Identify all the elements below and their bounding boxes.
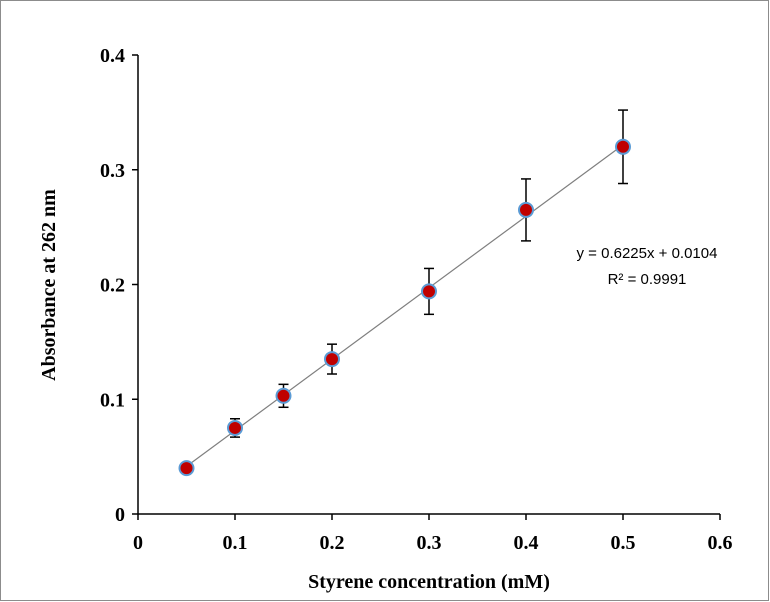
tick-labels: 0 0.1 0.2 0.3 0.4 0.5 0.6 0 0.1 0.2 0.3 0.4 xyxy=(100,45,733,554)
x-tick-label: 0.2 xyxy=(320,532,345,554)
trendline xyxy=(186,144,624,467)
x-tick-label: 0.4 xyxy=(514,532,539,554)
y-tick-label: 0.1 xyxy=(100,389,125,411)
x-axis-title: Styrene concentration (mM) xyxy=(308,571,550,593)
trendline-layer xyxy=(186,144,624,467)
y-tick-label: 0.3 xyxy=(100,160,125,182)
errorbar-layer xyxy=(181,109,628,472)
data-point xyxy=(178,460,195,477)
x-tick-label: 0.3 xyxy=(417,532,442,554)
r-squared-label: R² = 0.9991 xyxy=(608,271,687,288)
y-tick-label: 0.2 xyxy=(100,275,125,297)
x-tick-label: 0.6 xyxy=(708,532,733,554)
point-layer xyxy=(178,138,631,477)
data-point xyxy=(324,351,340,368)
y-axis-title: Absorbance at 262 nm xyxy=(38,189,60,381)
data-point xyxy=(518,201,534,218)
trendline-equation: y = 0.6225x + 0.0104 xyxy=(577,245,718,262)
x-tick-label: 0.5 xyxy=(611,532,636,554)
data-point xyxy=(615,138,631,155)
y-tick-label: 0.4 xyxy=(100,45,125,67)
y-tick-label: 0 xyxy=(115,504,125,526)
data-point xyxy=(227,419,243,436)
ticks xyxy=(132,54,721,520)
x-tick-label: 0.1 xyxy=(223,532,248,554)
data-point xyxy=(421,283,437,300)
data-point xyxy=(275,387,292,404)
x-tick-label: 0 xyxy=(133,532,143,554)
